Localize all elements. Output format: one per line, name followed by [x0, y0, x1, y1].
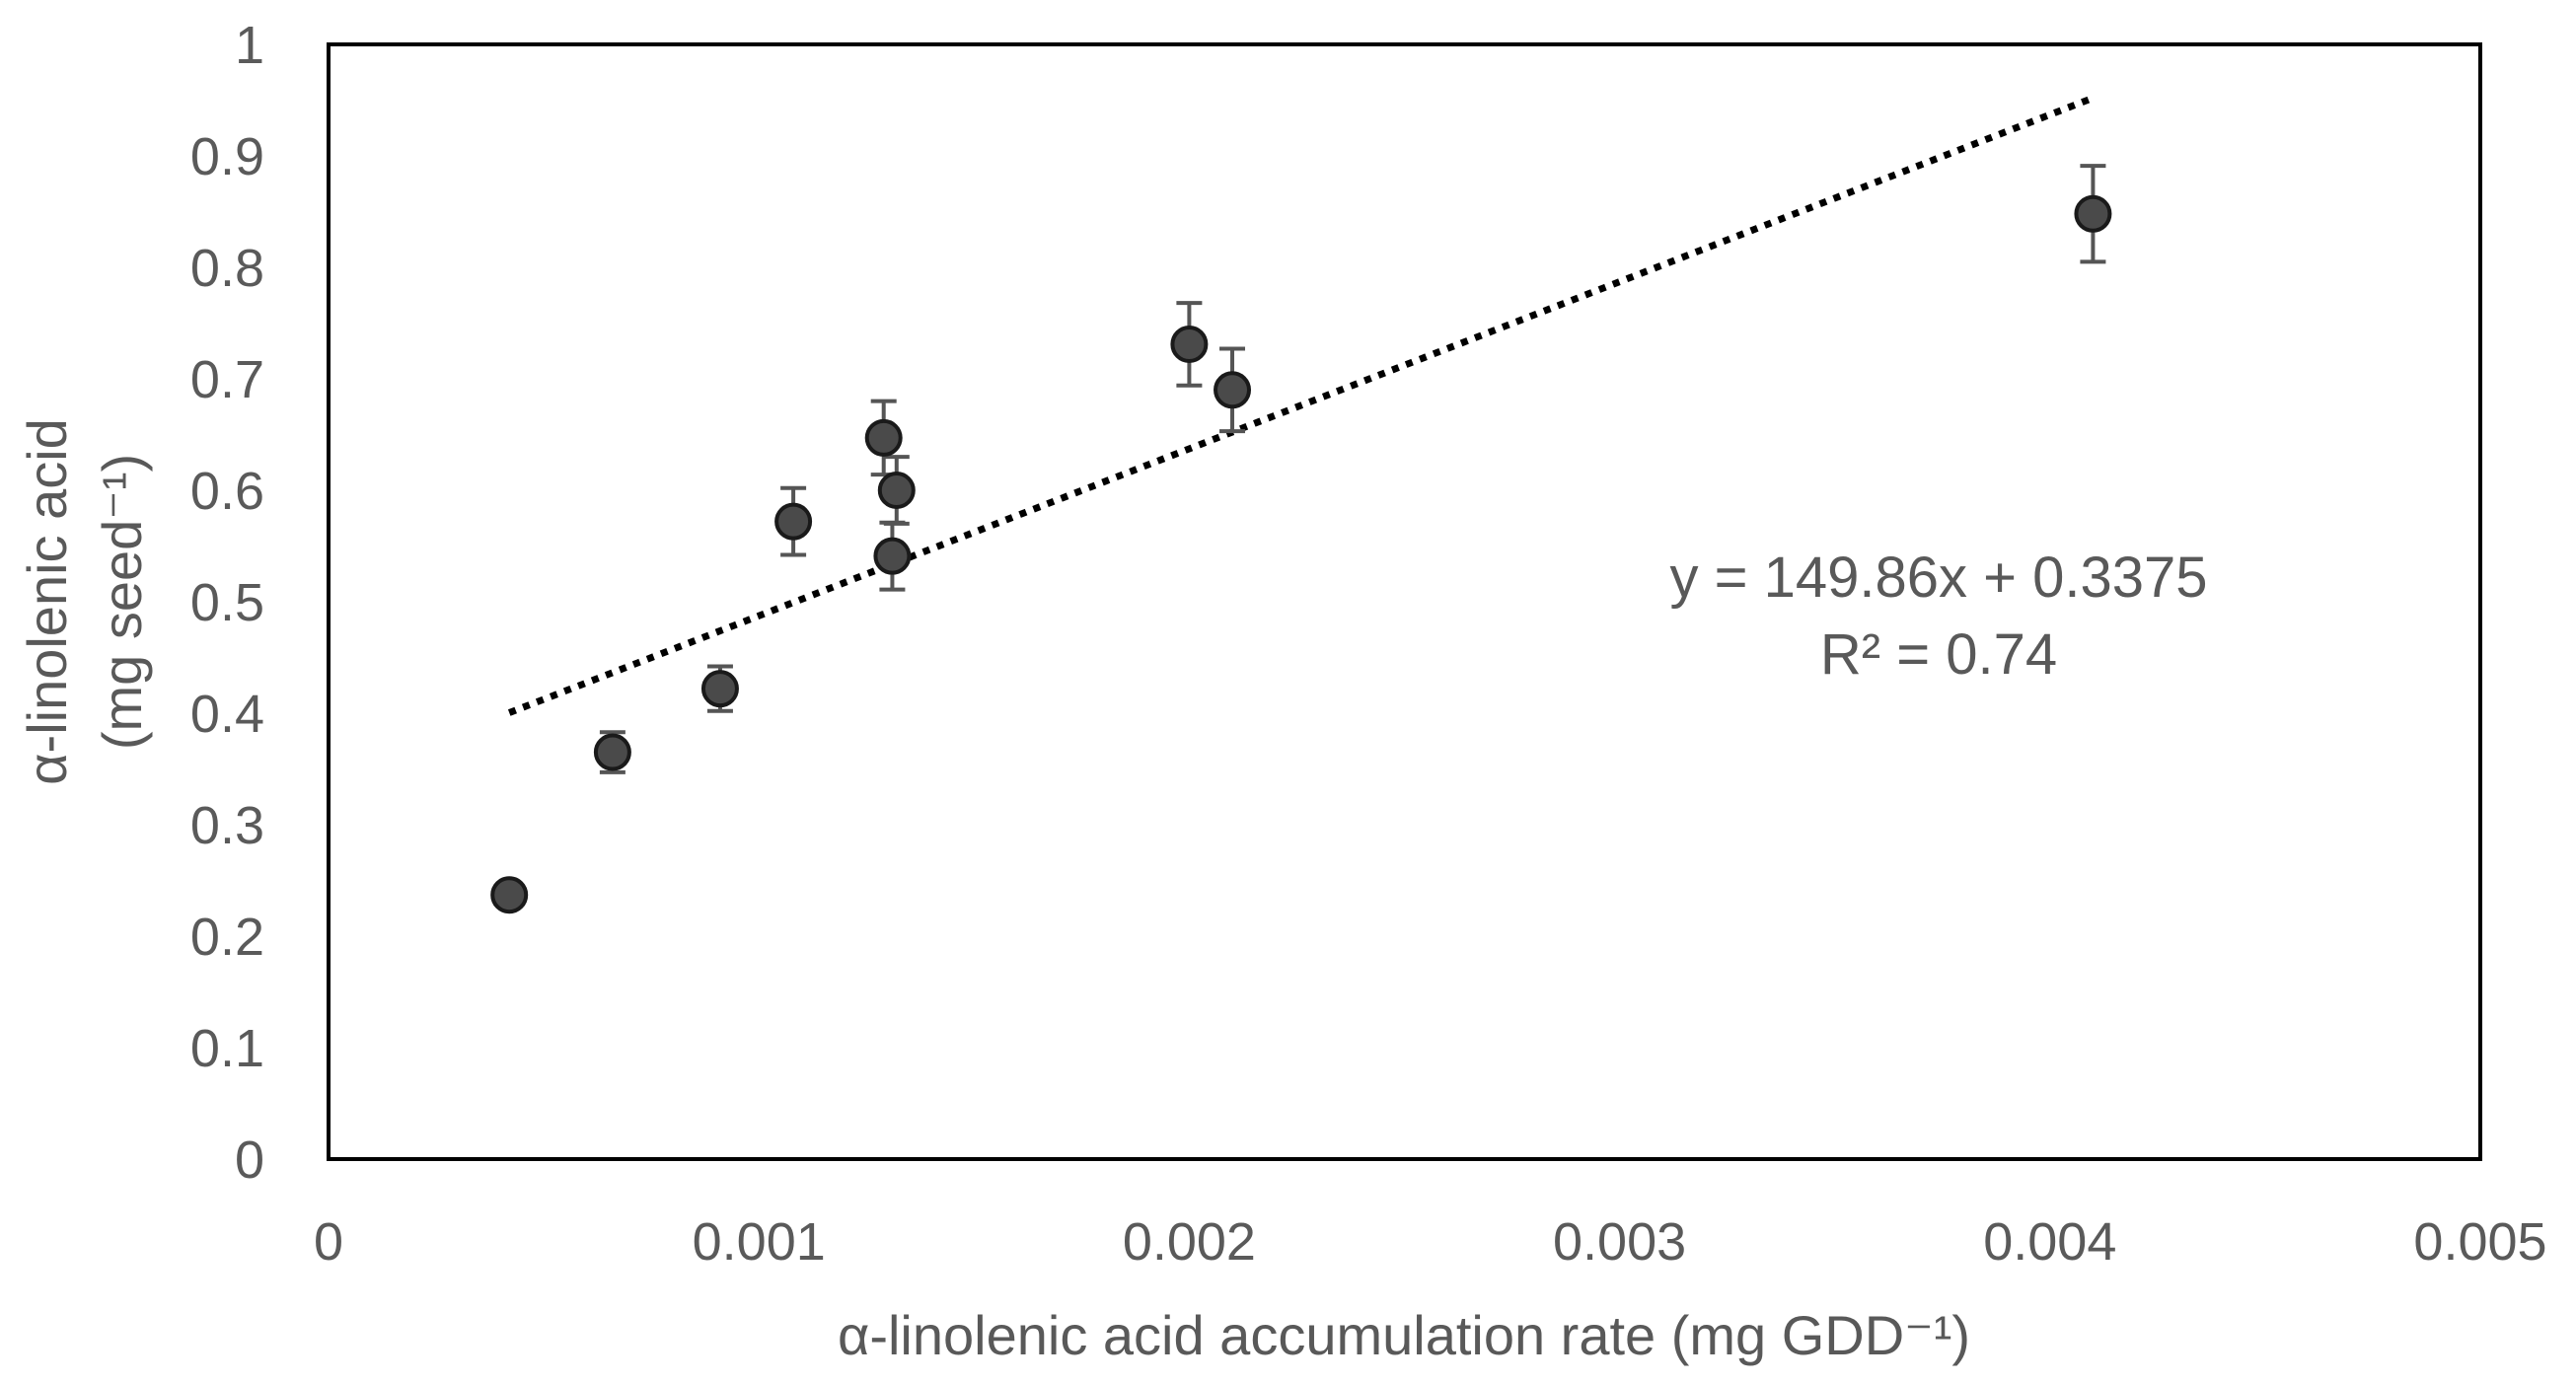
x-axis-title: α-linolenic acid accumulation rate (mg G…: [838, 1304, 1970, 1366]
data-point: [873, 537, 912, 575]
y-tick-label: 0: [235, 1130, 264, 1190]
x-tick-label: 0.005: [2413, 1212, 2546, 1272]
x-tick-label: 0.003: [1553, 1212, 1686, 1272]
y-tick-label: 0.9: [190, 127, 264, 186]
data-point: [593, 733, 631, 771]
x-tick-label: 0.004: [1983, 1212, 2116, 1272]
points-layer: [490, 194, 2112, 914]
y-tick-label: 0.5: [190, 573, 264, 632]
y-tick-label: 0.3: [190, 796, 264, 855]
plot-area: [327, 42, 2482, 1161]
x-tick-label: 0.001: [693, 1212, 826, 1272]
data-point: [1214, 371, 1252, 409]
r-squared-label: R² = 0.74: [1820, 622, 2057, 687]
data-point: [700, 670, 739, 708]
data-point: [774, 502, 813, 541]
x-tick-labels: 0 0.001 0.002 0.003 0.004 0.005: [314, 1212, 2547, 1272]
y-tick-label: 0.8: [190, 239, 264, 298]
x-tick-label: 0.002: [1123, 1212, 1256, 1272]
data-point: [490, 876, 529, 914]
data-point: [2074, 194, 2112, 233]
y-tick-label: 0.1: [190, 1019, 264, 1078]
y-axis-title-line2: (mg seed⁻¹): [91, 454, 153, 750]
trendline-layer: [507, 95, 2095, 716]
y-tick-label: 0.2: [190, 908, 264, 967]
data-point: [877, 472, 916, 509]
y-tick-label: 0.4: [190, 685, 264, 744]
regression-equation: y = 149.86x + 0.3375: [1670, 546, 2208, 610]
data-point: [864, 418, 903, 457]
y-tick-label: 1: [235, 16, 264, 75]
y-tick-label: 0.7: [190, 350, 264, 409]
y-tick-label: 0.6: [190, 462, 264, 521]
y-tick-labels: 0 0.1 0.2 0.3 0.4 0.5 0.6 0.7 0.8 0.9 1: [190, 16, 264, 1190]
data-point: [1170, 325, 1209, 363]
x-tick-label: 0: [314, 1212, 343, 1272]
y-axis-title-line1: α-linolenic acid: [16, 418, 78, 785]
trendline: [507, 95, 2095, 716]
